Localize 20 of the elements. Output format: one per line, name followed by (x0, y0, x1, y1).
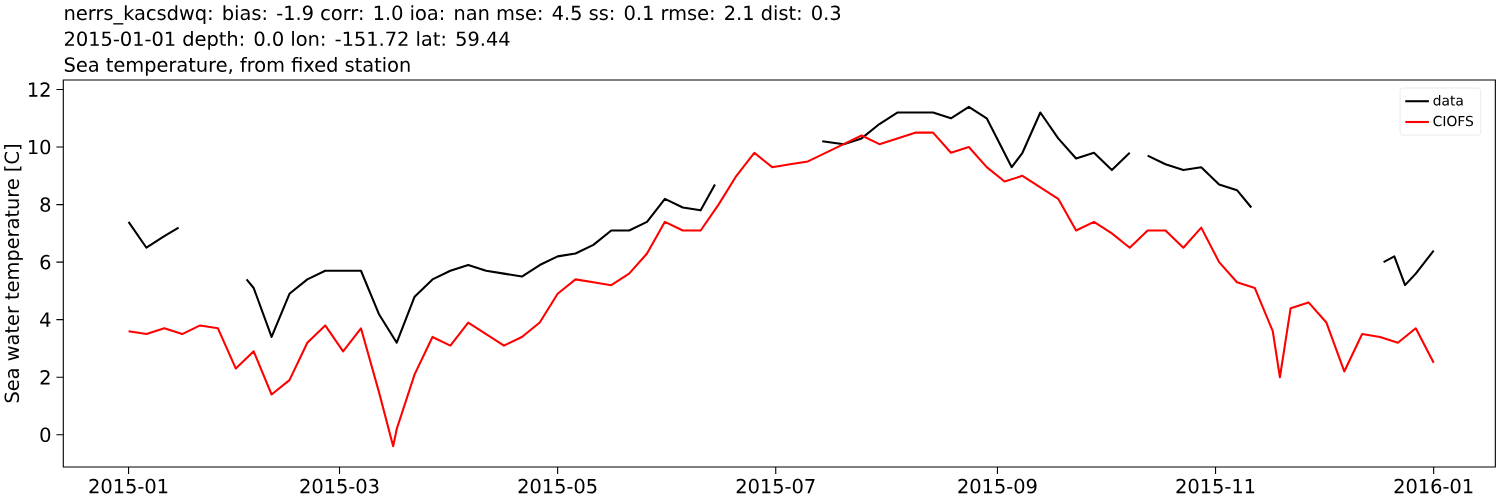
x-tick-label: 2015-11 (1176, 478, 1255, 494)
y-tick-label: 4 (40, 312, 51, 327)
legend-label: data (1433, 94, 1463, 106)
y-tick-label: 6 (40, 254, 51, 270)
x-tick-label: 2015-07 (736, 478, 815, 494)
y-tick-label: 0 (40, 427, 51, 443)
x-tick-label: 2015-03 (300, 478, 379, 494)
text: Sea temperature, from fixed station (64, 56, 410, 76)
x-tick-label: 2016-01 (1394, 478, 1473, 494)
chart-title: nerrs_kacsdwq: bias: -1.9 corr: 1.0 ioa: nan mse: 4.5 ss: 0.1 rmse: 2.1 dist: 0.3 (65, 5, 841, 25)
y-tick-label: 8 (40, 197, 51, 212)
y-axis-title: Sea water temperature [C] (4, 145, 23, 403)
x-tick-label: 2015-01 (89, 478, 168, 494)
y-tick-label: 10 (28, 139, 51, 155)
y-tick-label: 12 (28, 82, 50, 97)
x-tick-label: 2015-05 (518, 478, 597, 494)
y-tick-label: 2 (40, 370, 50, 385)
legend-label: CIOFS (1433, 115, 1474, 127)
chart-subtitle: 2015-01-01 depth: 0.0 lon: -151.72 lat: 59.44 (64, 31, 510, 50)
x-tick-label: 2015-09 (958, 478, 1037, 494)
